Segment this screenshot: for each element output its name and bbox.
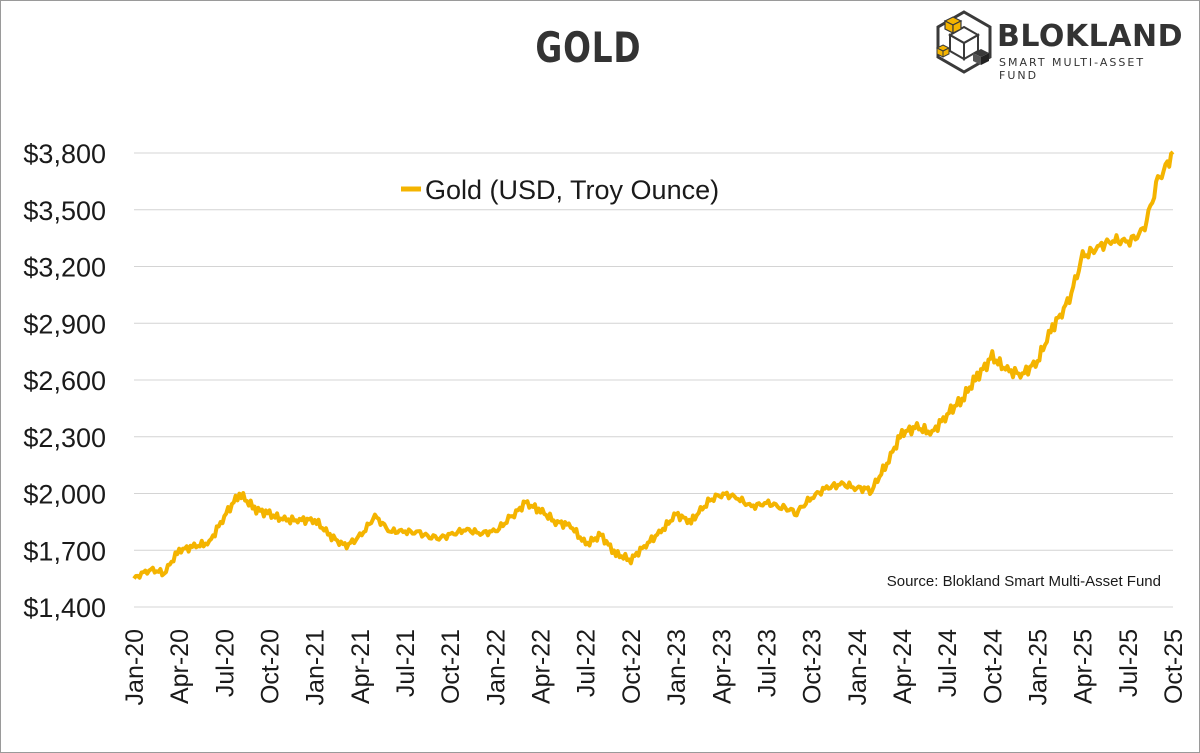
x-tick-label: Apr-23: [708, 629, 736, 704]
cube-logo-icon: [935, 10, 992, 74]
y-tick-label: $1,400: [23, 593, 106, 623]
x-tick-label: Oct-22: [618, 629, 646, 704]
x-tick-label: Apr-25: [1070, 629, 1098, 704]
y-tick-label: $2,900: [23, 309, 106, 339]
x-tick-label: Apr-24: [889, 629, 917, 704]
y-tick-label: $3,500: [23, 196, 106, 226]
y-tick-label: $2,600: [23, 366, 106, 396]
x-tick-label: Jan-21: [302, 629, 330, 705]
grid-lines: [134, 152, 1173, 608]
x-tick-label: Oct-21: [437, 629, 465, 704]
y-tick-label: $3,800: [23, 139, 106, 169]
x-tick-label: Apr-22: [528, 629, 556, 704]
x-tick-label: Jul-22: [573, 629, 601, 697]
brand-logo: BLOKLAND SMART MULTI-ASSET FUND: [933, 9, 1189, 82]
x-axis-ticks: Jan-20 Apr-20 Jul-20 Oct-20 Jan-21 Apr-21 Jul-…: [121, 629, 1188, 706]
x-tick-label: Jan-25: [1024, 629, 1052, 705]
x-tick-label: Jan-20: [121, 629, 149, 705]
series-group: [132, 150, 1175, 580]
brand-name: BLOKLAND: [997, 19, 1184, 54]
y-axis-ticks: $1,400 $1,700 $2,000 $2,300 $2,600 $2,900 $3,2…: [23, 139, 106, 623]
x-tick-label: Jul-24: [934, 629, 962, 697]
y-tick-label: $1,700: [23, 536, 106, 566]
x-tick-label: Jan-22: [482, 629, 510, 705]
legend-label: Gold (USD, Troy Ounce): [425, 175, 719, 205]
x-tick-label: Jul-21: [392, 629, 420, 697]
legend: Gold (USD, Troy Ounce): [401, 175, 719, 205]
x-tick-label: Oct-24: [979, 629, 1007, 704]
x-tick-label: Apr-20: [166, 629, 194, 704]
x-tick-label: Jul-25: [1115, 629, 1143, 697]
y-tick-label: $2,300: [23, 423, 106, 453]
x-tick-label: Jul-20: [211, 629, 239, 697]
x-tick-label: Apr-21: [347, 629, 375, 704]
y-tick-label: $3,200: [23, 253, 106, 283]
x-tick-label: Oct-23: [799, 629, 827, 704]
source-annotation: Source: Blokland Smart Multi-Asset Fund: [887, 573, 1161, 590]
brand-tagline: SMART MULTI-ASSET FUND: [999, 56, 1146, 82]
x-tick-label: Jul-23: [753, 629, 781, 697]
y-tick-label: $2,000: [23, 480, 106, 510]
chart-title: GOLD: [535, 23, 642, 72]
x-tick-label: Oct-25: [1160, 629, 1188, 704]
x-tick-label: Jan-24: [844, 629, 872, 706]
x-tick-label: Jan-23: [663, 629, 691, 705]
series-line: [132, 150, 1175, 580]
x-tick-label: Oct-20: [257, 629, 285, 704]
